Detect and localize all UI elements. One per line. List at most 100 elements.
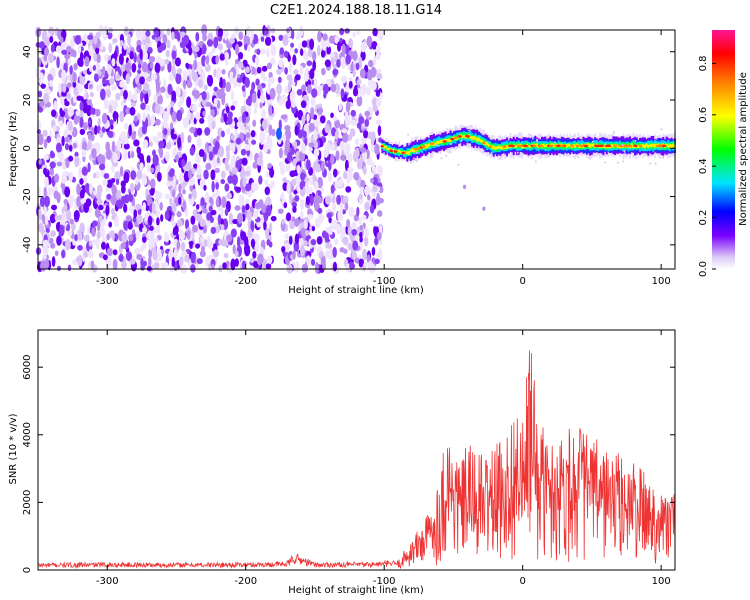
noise-blob <box>48 237 54 244</box>
noise-blob <box>147 198 153 204</box>
noise-blob <box>149 225 154 231</box>
noise-blob <box>63 198 69 205</box>
noise-blob <box>119 40 124 48</box>
signal-band <box>622 145 625 149</box>
noise-blob <box>74 155 80 168</box>
noise-blob <box>37 208 42 220</box>
noise-blob <box>229 72 234 84</box>
noise-blob <box>305 180 309 192</box>
noise-blob <box>146 162 151 173</box>
noise-blob <box>299 25 304 37</box>
noise-blob <box>155 210 160 218</box>
noise-blob <box>83 251 89 259</box>
noise-blob <box>227 175 234 184</box>
signal-band <box>411 148 414 152</box>
noise-blob <box>98 215 103 223</box>
noise-blob <box>177 136 182 149</box>
y-tick-label: -20 <box>22 188 33 204</box>
noise-blob <box>277 76 282 84</box>
noise-blob <box>234 205 241 211</box>
signal-peak <box>606 144 610 148</box>
noise-blob <box>115 92 121 101</box>
noise-blob <box>313 140 319 150</box>
noise-blob <box>314 262 319 274</box>
noise-blob <box>242 177 247 188</box>
noise-blob <box>116 80 120 87</box>
noise-blob <box>234 250 239 258</box>
noise-blob <box>208 151 214 161</box>
noise-blob <box>43 53 48 62</box>
noise-blob <box>369 204 375 214</box>
signal-band <box>645 143 648 147</box>
colorbar-gradient <box>712 30 735 269</box>
noise-blob <box>188 169 193 180</box>
noise-blob <box>176 210 182 218</box>
noise-blob <box>276 83 282 95</box>
signal-peak <box>579 144 584 148</box>
noise-blob <box>44 36 51 47</box>
noise-blob <box>234 258 240 267</box>
noise-blob <box>96 198 103 206</box>
noise-blob <box>103 172 110 180</box>
noise-blob <box>99 88 106 101</box>
spectrogram-y-ticks: -40 -20 0 20 40 <box>22 45 675 253</box>
noise-blob <box>109 77 115 85</box>
noise-blob <box>68 171 73 182</box>
noise-blob <box>278 34 284 41</box>
noise-blob <box>344 142 351 154</box>
noise-blob <box>61 135 65 147</box>
noise-blob <box>171 256 175 268</box>
noise-blob <box>79 177 84 185</box>
noise-blob <box>199 250 206 258</box>
noise-blob <box>149 141 153 147</box>
noise-blob <box>189 126 196 134</box>
noise-blob <box>244 183 252 192</box>
noise-blob <box>345 186 352 193</box>
noise-blob <box>279 47 284 55</box>
faint-point <box>613 131 616 134</box>
noise-blob <box>170 128 174 138</box>
noise-blob <box>47 73 54 82</box>
noise-blob <box>135 29 142 39</box>
noise-blob <box>49 151 56 159</box>
noise-blob <box>67 58 72 65</box>
colorbar: 0.0 0.2 0.4 0.6 0.8 Normalized spectral ampl… <box>698 30 749 277</box>
noise-blob <box>232 154 236 167</box>
noise-blob <box>221 196 227 209</box>
noise-blob <box>359 68 366 79</box>
noise-blob <box>297 129 304 139</box>
noise-blob <box>352 240 359 251</box>
noise-blob <box>257 253 264 265</box>
signal-peak <box>450 137 455 141</box>
noise-blob <box>106 193 112 200</box>
noise-blob <box>266 47 270 59</box>
noise-blob <box>352 31 356 38</box>
noise-blob <box>91 220 98 227</box>
noise-blob <box>133 139 140 147</box>
noise-blob <box>90 260 95 270</box>
noise-blob <box>134 247 141 255</box>
noise-blob <box>156 191 163 200</box>
noise-blob <box>214 167 221 174</box>
noise-blob <box>203 84 208 91</box>
noise-blob <box>251 139 257 145</box>
noise-blob <box>344 114 351 122</box>
noise-blob <box>371 40 378 50</box>
noise-blob <box>192 104 197 111</box>
noise-blob <box>156 217 160 226</box>
noise-blob <box>300 172 306 181</box>
noise-blob <box>187 68 192 76</box>
noise-blob <box>287 181 291 194</box>
noise-blob <box>352 50 358 61</box>
noise-blob <box>234 26 240 36</box>
noise-blob <box>141 236 147 243</box>
noise-blob <box>39 196 45 208</box>
noise-blob <box>150 167 155 173</box>
noise-blob <box>174 154 179 162</box>
noise-blob <box>90 107 97 115</box>
noise-blob <box>219 76 223 87</box>
snr-series-line <box>37 350 676 569</box>
signal-peak <box>516 144 522 148</box>
noise-blob <box>305 195 311 206</box>
noise-blob <box>113 110 117 122</box>
